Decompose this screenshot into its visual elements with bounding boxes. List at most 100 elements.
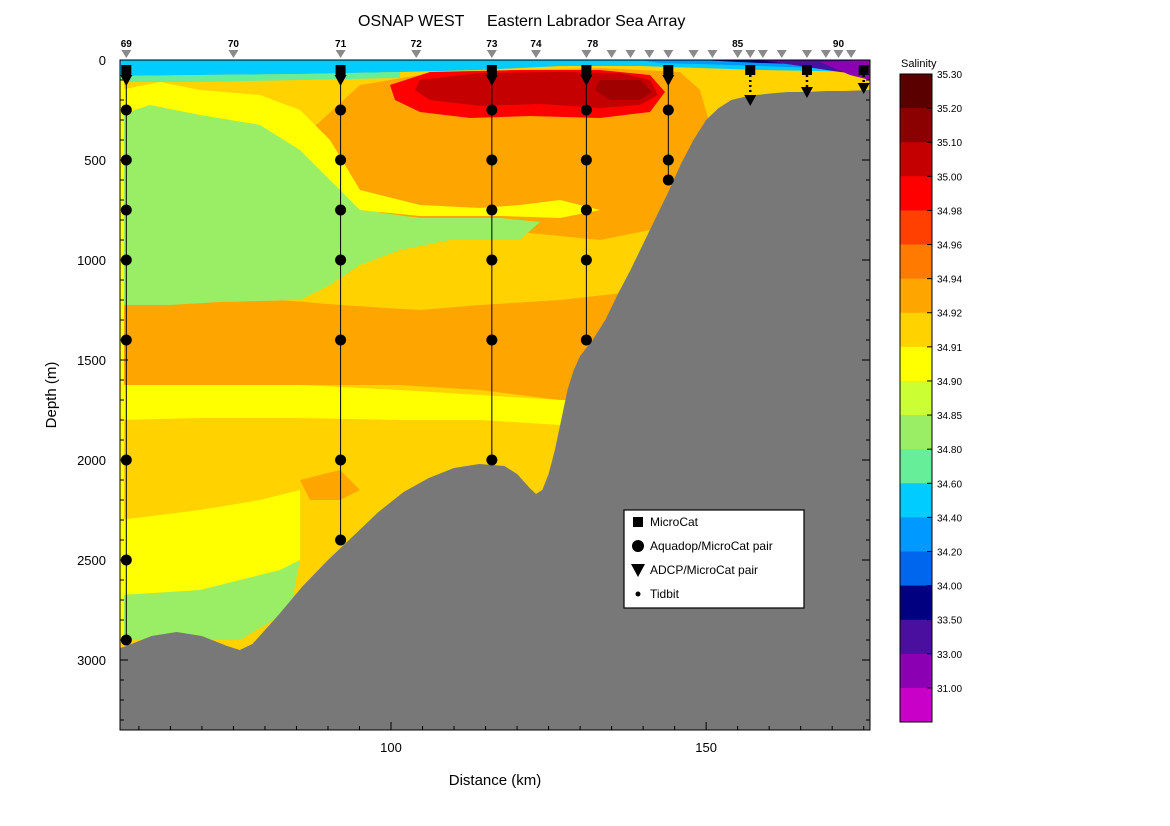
aquadop-marker [335, 254, 347, 266]
colorbar-label: 34.85 [937, 411, 962, 422]
colorbar-label: 35.10 [937, 138, 962, 149]
y-tick-label: 1000 [77, 253, 106, 268]
microcat-marker [801, 65, 812, 75]
aquadop-marker [580, 334, 592, 346]
station-marker [530, 50, 541, 58]
instrument-legend: MicroCat Aquadop/MicroCat pair ADCP/MicroC… [623, 509, 805, 609]
surface-green-strip [120, 72, 400, 82]
yellow-band-lower [120, 490, 300, 595]
salinity-colorbar: 35.30 35.20 35.10 35.00 34.98 34.96 34.94 34.92… [899, 70, 962, 723]
aquadop-marker [120, 634, 132, 646]
adcp-marker [580, 75, 593, 86]
plot-area [119, 59, 871, 731]
aquadop-marker [580, 154, 592, 166]
station-marker [820, 50, 831, 58]
station-marker [801, 50, 812, 58]
station-markers: 69 70 71 72 73 74 78 85 90 [121, 39, 857, 58]
colorbar-label: 33.00 [937, 650, 962, 661]
colorbar-label: 33.50 [937, 616, 962, 627]
plot-frame [119, 59, 871, 731]
colorbar-label: 31.00 [937, 684, 962, 695]
colorbar-frame [899, 73, 933, 723]
station-marker [228, 50, 239, 58]
aquadop-marker [335, 334, 347, 346]
aquadop-marker [486, 254, 498, 266]
yellow-band-mid [120, 385, 640, 425]
colorbar-swatch [900, 619, 932, 655]
station-marker [688, 50, 699, 58]
y-tick-label: 1500 [77, 353, 106, 368]
aquadop-marker [580, 204, 592, 216]
station-marker [757, 50, 768, 58]
station-marker [625, 50, 636, 58]
x-tick-label: 100 [380, 740, 402, 755]
legend-items: MicroCat Aquadop/MicroCat pair ADCP/MicroC… [631, 515, 773, 601]
colorbar-label: 34.40 [937, 513, 962, 524]
colorbar-swatch [900, 585, 932, 621]
microcat-marker [745, 65, 756, 75]
colorbar-title: Salinity [901, 58, 937, 70]
colorbar-swatch [900, 517, 932, 552]
station-marker [776, 50, 787, 58]
colorbar-swatch [900, 176, 932, 211]
legend-item-label: Aquadop/MicroCat pair [650, 539, 773, 553]
legend-adcp-symbol [631, 564, 645, 577]
y-tick-label: 0 [99, 53, 106, 68]
moorings-layer [120, 65, 870, 646]
colorbar-swatch [900, 449, 932, 484]
colorbar-label: 34.00 [937, 582, 962, 593]
colorbar-label: 34.91 [937, 343, 962, 354]
station-marker [606, 50, 617, 58]
x-axis-label: Distance (km) [449, 772, 542, 789]
aquadop-marker [335, 534, 347, 546]
colorbar-label: 34.90 [937, 377, 962, 388]
adcp-marker [744, 95, 757, 106]
station-label: 90 [833, 39, 845, 50]
station-label: 78 [587, 39, 599, 50]
microcat-marker [581, 65, 592, 75]
legend-tidbit-symbol [635, 591, 641, 597]
aquadop-marker [486, 104, 498, 116]
aquadop-marker [335, 204, 347, 216]
aquadop-marker [335, 454, 347, 466]
station-marker [486, 50, 497, 58]
aquadop-marker [580, 254, 592, 266]
station-marker [663, 50, 674, 58]
colorbar-label: 34.60 [937, 479, 962, 490]
chart-title-right: Eastern Labrador Sea Array [487, 13, 685, 30]
legend-aquadop-symbol [632, 540, 644, 552]
colorbar-label: 34.94 [937, 275, 962, 286]
y-tick-label: 3000 [77, 653, 106, 668]
station-marker [732, 50, 743, 58]
colorbar-swatch [900, 346, 932, 382]
aquadop-marker [662, 174, 674, 186]
microcat-marker [335, 65, 346, 75]
colorbar-swatch [900, 653, 932, 689]
station-label: 85 [732, 39, 744, 50]
adcp-marker [485, 75, 498, 86]
aquadop-marker [335, 104, 347, 116]
microcat-marker [121, 65, 132, 75]
station-label: 70 [228, 39, 240, 50]
green-block-lower [120, 560, 300, 640]
legend-item-label: MicroCat [650, 515, 699, 529]
colorbar-swatch [900, 380, 932, 416]
colorbar-label: 34.92 [937, 309, 962, 320]
y-axis-label: Depth (m) [43, 362, 60, 429]
y-tick-label: 2000 [77, 453, 106, 468]
colorbar-label: 35.30 [937, 70, 962, 81]
orange-blob-lower [300, 470, 360, 500]
chart-title-left: OSNAP WEST [358, 13, 465, 30]
aquadop-marker [662, 104, 674, 116]
colorbar-label: 35.20 [937, 104, 962, 115]
station-label: 69 [121, 39, 133, 50]
colorbar-swatch [900, 551, 932, 587]
adcp-marker [857, 83, 870, 94]
green-block-upper [120, 105, 540, 305]
colorbar-label: 34.96 [937, 241, 962, 252]
microcat-marker [486, 65, 497, 75]
adcp-marker [800, 87, 813, 98]
aquadop-marker [120, 104, 132, 116]
